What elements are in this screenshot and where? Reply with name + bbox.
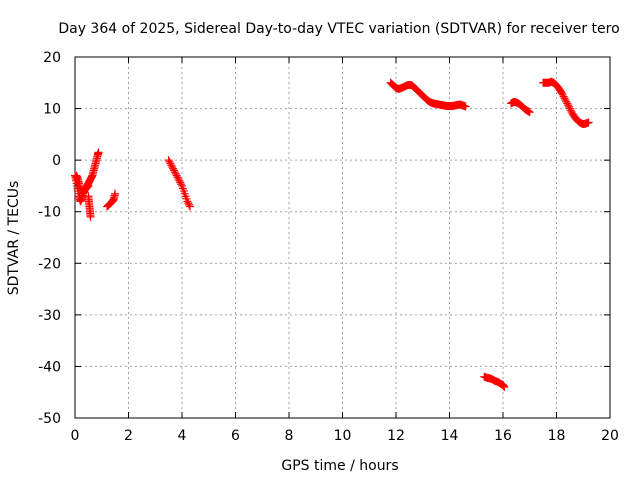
data-point — [561, 95, 570, 104]
y-tick-label: 20 — [43, 50, 61, 66]
data-point — [174, 175, 183, 184]
data-point — [84, 181, 93, 190]
tick-marks: 0 2 4 6 8 10 12 14 16 18 20 -50 -40 -30 -20 -10 0 10 20 — [38, 50, 619, 444]
data-point — [186, 202, 195, 211]
data-point — [169, 164, 178, 173]
data-point — [173, 173, 182, 182]
data-point — [564, 101, 573, 110]
data-point — [169, 166, 178, 175]
data-point — [164, 156, 173, 165]
x-tick-label: 2 — [124, 428, 133, 444]
x-tick-label: 12 — [387, 428, 405, 444]
x-tick-label: 8 — [285, 428, 294, 444]
x-tick-label: 14 — [441, 428, 459, 444]
data-point — [558, 90, 567, 99]
data-point — [165, 157, 174, 166]
data-point — [183, 197, 192, 206]
y-tick-label: -20 — [38, 256, 61, 272]
data-point — [111, 189, 120, 198]
data-point — [559, 92, 568, 101]
data-point — [584, 118, 593, 127]
data-point — [166, 159, 175, 168]
y-tick-label: 10 — [43, 102, 61, 118]
data-point — [167, 161, 176, 170]
data-point — [461, 102, 470, 111]
y-tick-label: -40 — [38, 359, 61, 375]
y-tick-label: -10 — [38, 205, 61, 221]
data-point — [557, 89, 566, 98]
data-point — [562, 97, 571, 106]
y-axis-label: SDTVAR / TECUs — [6, 181, 22, 296]
x-tick-label: 4 — [178, 428, 187, 444]
data-point — [94, 148, 103, 157]
data-point — [171, 169, 180, 178]
y-tick-label: 0 — [52, 153, 61, 169]
x-tick-label: 16 — [494, 428, 512, 444]
data-points — [71, 77, 593, 392]
chart-title: Day 364 of 2025, Sidereal Day-to-day VTE… — [58, 21, 619, 37]
data-point — [175, 176, 184, 185]
data-point — [564, 102, 573, 111]
x-tick-label: 0 — [71, 428, 80, 444]
data-point — [525, 108, 534, 117]
data-point — [176, 178, 185, 187]
data-point — [560, 94, 569, 103]
x-tick-label: 10 — [334, 428, 352, 444]
data-point — [184, 199, 193, 208]
data-point — [177, 180, 186, 189]
x-tick-label: 20 — [601, 428, 619, 444]
data-point — [500, 383, 509, 392]
y-tick-label: -50 — [38, 411, 61, 427]
data-point — [565, 104, 574, 113]
data-point — [172, 171, 181, 180]
x-axis-label: GPS time / hours — [281, 458, 398, 474]
data-point — [170, 168, 179, 177]
data-point — [168, 163, 177, 172]
x-tick-label: 6 — [231, 428, 240, 444]
data-point — [563, 99, 572, 108]
data-point — [86, 212, 95, 221]
data-point — [566, 106, 575, 115]
x-tick-label: 18 — [548, 428, 566, 444]
y-tick-label: -30 — [38, 308, 61, 324]
data-point — [185, 200, 194, 209]
